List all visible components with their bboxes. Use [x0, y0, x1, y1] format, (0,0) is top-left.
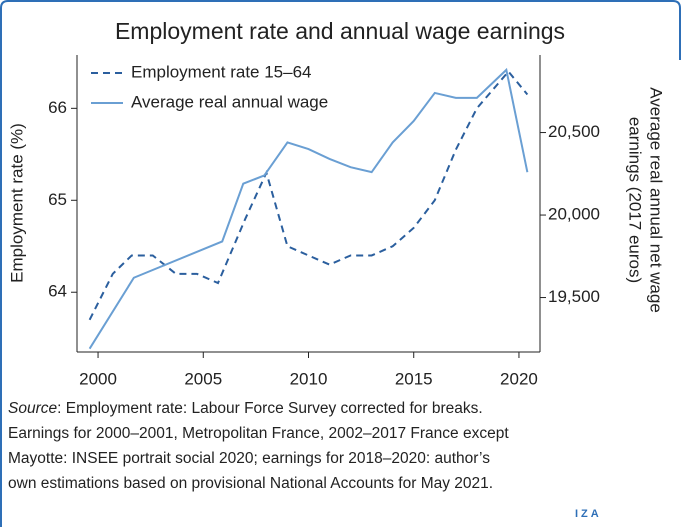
x-tick-label: 2020	[500, 369, 538, 388]
y-tick-label: 66	[48, 98, 67, 117]
y2-axis-label: earnings (2017 euros)	[626, 117, 645, 283]
logo: IZA	[575, 508, 602, 520]
x-tick-label: 2015	[395, 369, 433, 388]
x-tick-label: 2010	[290, 369, 328, 388]
x-tick-label: 2005	[184, 369, 222, 388]
y2-tick-label: 19,500	[548, 287, 600, 306]
source-text: : Employment rate: Labour Force Survey c…	[57, 400, 483, 417]
x-tick-label: 2000	[79, 369, 117, 388]
y2-tick-label: 20,500	[548, 122, 600, 141]
source-text: Earnings for 2000–2001, Metropolitan Fra…	[8, 425, 509, 442]
chart-title: Employment rate and annual wage earnings	[115, 18, 565, 44]
legend-label: Employment rate 15–64	[131, 62, 312, 81]
y-axis-label: Employment rate (%)	[7, 123, 26, 283]
source-label: Source	[8, 400, 57, 417]
y2-axis-label: Average real annual net wage	[647, 87, 666, 313]
y2-tick-label: 20,000	[548, 205, 600, 224]
y-tick-label: 64	[48, 282, 67, 301]
data-line	[88, 69, 529, 321]
source: Source: Employment rate: Labour Force Su…	[8, 400, 483, 417]
y-tick-label: 65	[48, 190, 67, 209]
source-text: Mayotte: INSEE portrait social 2020; ear…	[8, 450, 490, 467]
legend-label: Average real annual wage	[131, 92, 328, 111]
source-text: own estimations based on provisional Nat…	[8, 475, 493, 492]
data-line	[88, 67, 529, 350]
